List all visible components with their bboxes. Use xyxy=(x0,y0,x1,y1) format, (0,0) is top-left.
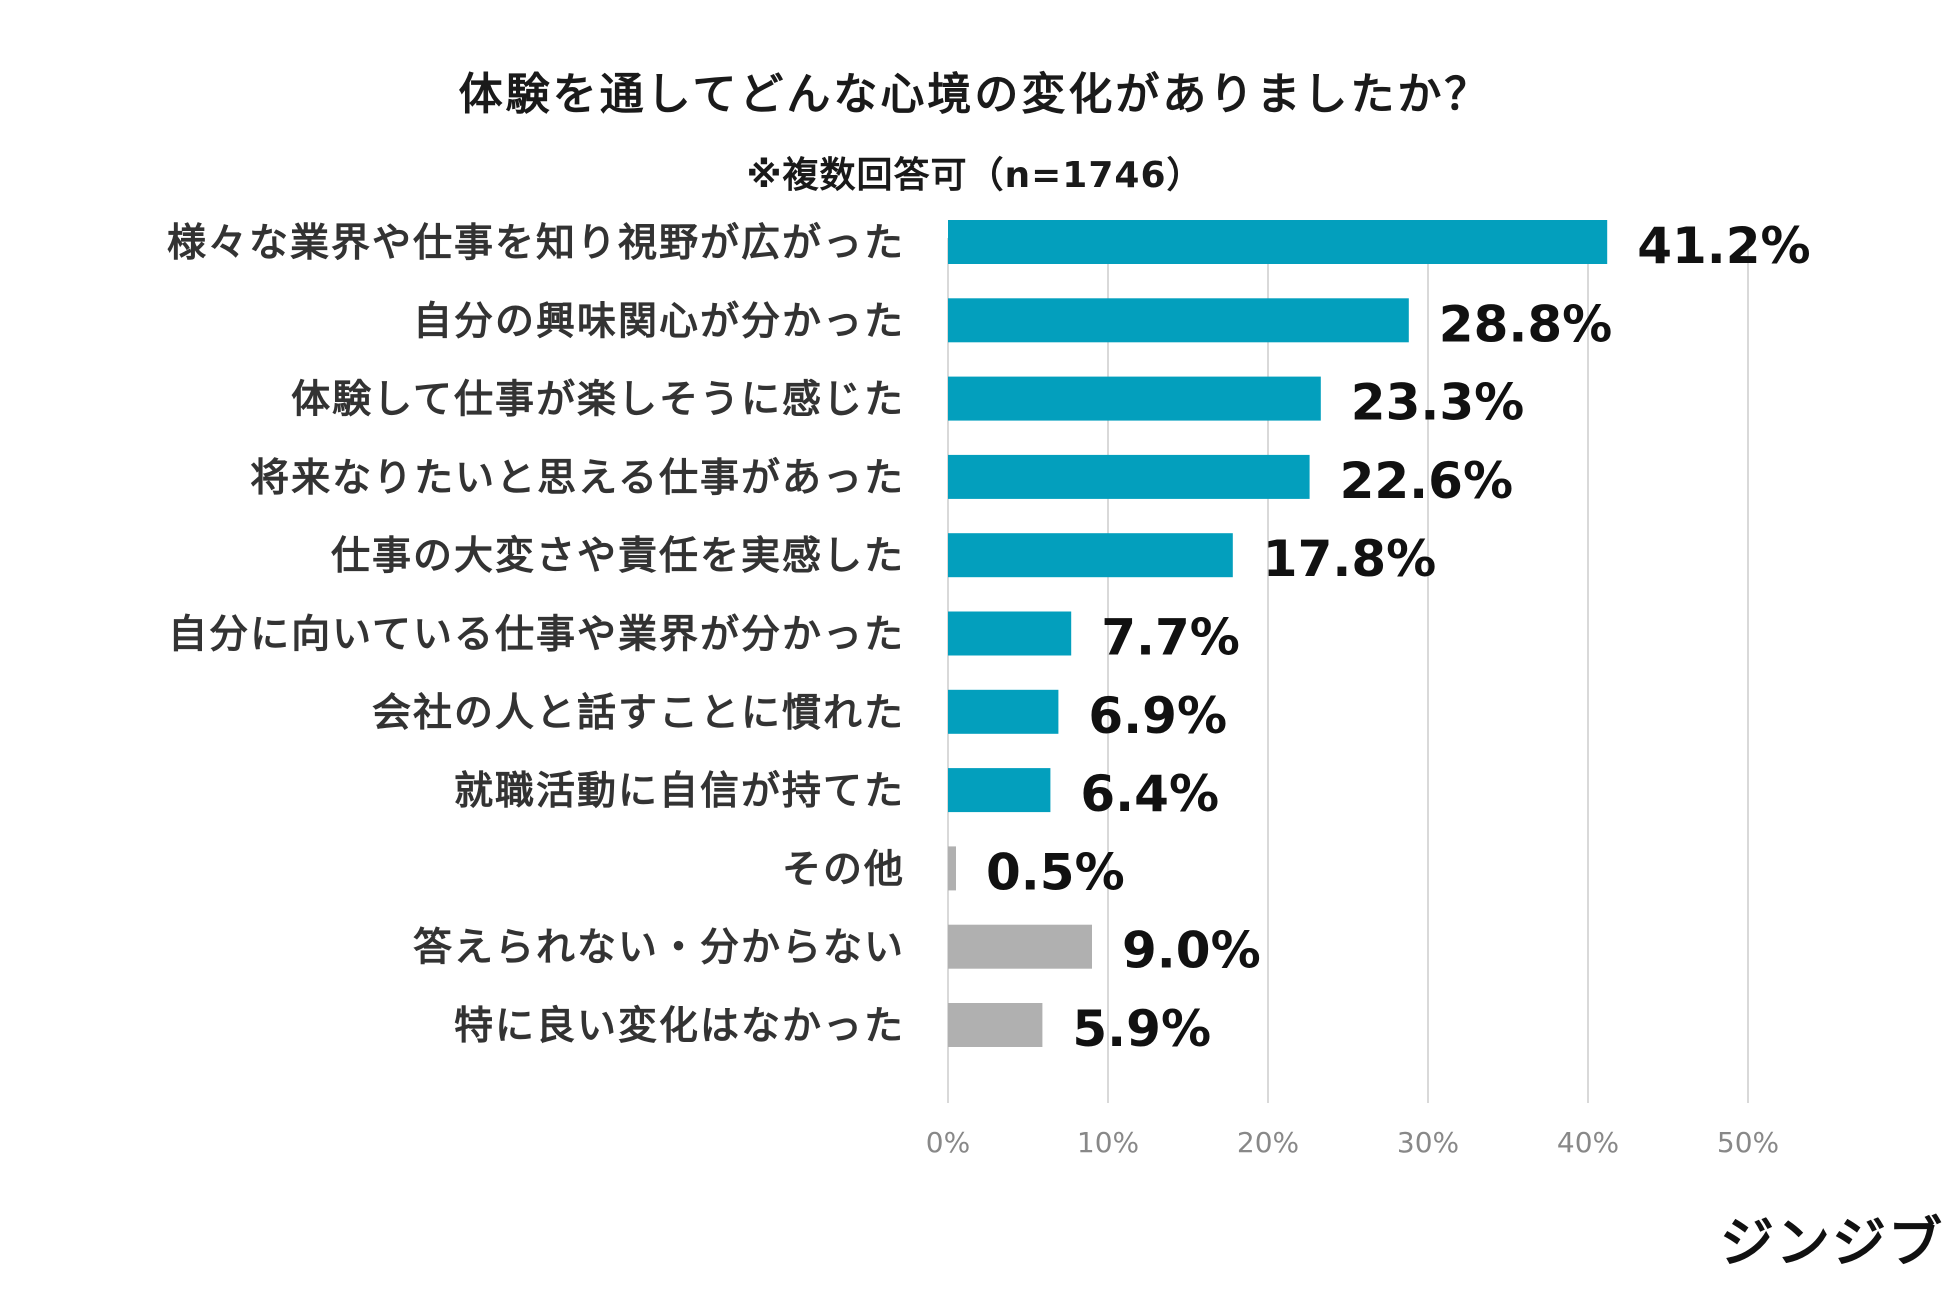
x-tick-labels: 0% 10% 20% 30% 40% 50% xyxy=(926,1126,1779,1159)
value-label-7: 6.4% xyxy=(1080,765,1219,823)
bar-10 xyxy=(948,1003,1043,1047)
bar-3 xyxy=(948,454,1310,499)
value-label-4: 17.8% xyxy=(1263,530,1436,588)
bar-7 xyxy=(948,768,1051,813)
category-label-5: 自分に向いている仕事や業界が分かった xyxy=(168,613,905,658)
bars xyxy=(948,220,1608,1047)
category-label-10: 特に良い変化はなかった xyxy=(454,1004,905,1049)
bar-0 xyxy=(948,220,1608,264)
category-label-0: 様々な業界や仕事を知り視野が広がった xyxy=(167,221,905,266)
category-label-1: 自分の興味関心が分かった xyxy=(413,299,905,344)
x-tick-label-10: 10% xyxy=(1077,1126,1139,1159)
x-tick-label-0: 0% xyxy=(926,1126,970,1159)
x-tick-label-20: 20% xyxy=(1237,1126,1299,1159)
bar-4 xyxy=(948,533,1233,578)
bar-8 xyxy=(948,846,956,891)
brand-logo: ジンジブ xyxy=(1720,1211,1944,1274)
category-label-2: 体験して仕事が楽しそうに感じた xyxy=(291,378,905,423)
value-label-9: 9.0% xyxy=(1122,922,1261,980)
bar-6 xyxy=(948,689,1059,734)
gridlines xyxy=(947,238,1749,1103)
category-label-6: 会社の人と話すことに慣れた xyxy=(372,691,905,736)
value-label-6: 6.9% xyxy=(1088,687,1227,745)
bar-1 xyxy=(948,298,1409,343)
category-label-8: その他 xyxy=(782,847,905,892)
chart-subtitle: ※複数回答可（n=1746） xyxy=(746,155,1204,196)
value-label-2: 23.3% xyxy=(1351,374,1524,432)
value-label-10: 5.9% xyxy=(1072,1000,1211,1058)
category-label-3: 将来なりたいと思える仕事があった xyxy=(250,456,905,501)
value-label-3: 22.6% xyxy=(1340,452,1513,510)
value-label-1: 28.8% xyxy=(1439,295,1612,353)
category-labels: 様々な業界や仕事を知り視野が広がった自分の興味関心が分かった体験して仕事が楽しそ… xyxy=(167,221,905,1049)
x-tick-label-40: 40% xyxy=(1557,1126,1619,1159)
category-label-7: 就職活動に自信が持てた xyxy=(454,769,905,814)
x-tick-label-50: 50% xyxy=(1717,1126,1779,1159)
bar-5 xyxy=(948,611,1072,656)
x-tick-label-30: 30% xyxy=(1397,1126,1459,1159)
value-label-8: 0.5% xyxy=(986,843,1125,901)
bar-2 xyxy=(948,376,1321,421)
category-label-4: 仕事の大変さや責任を実感した xyxy=(331,534,905,579)
value-label-0: 41.2% xyxy=(1637,217,1810,275)
value-label-5: 7.7% xyxy=(1101,609,1240,667)
bar-9 xyxy=(948,924,1092,969)
category-label-9: 答えられない・分からない xyxy=(413,926,905,971)
chart-title: 体験を通してどんな心境の変化がありましたか？ xyxy=(458,69,1492,120)
value-labels: 41.2% 28.8% 23.3% 22.6% 17.8% 7.7% 6.9% 6.4% 0.5… xyxy=(986,217,1811,1058)
